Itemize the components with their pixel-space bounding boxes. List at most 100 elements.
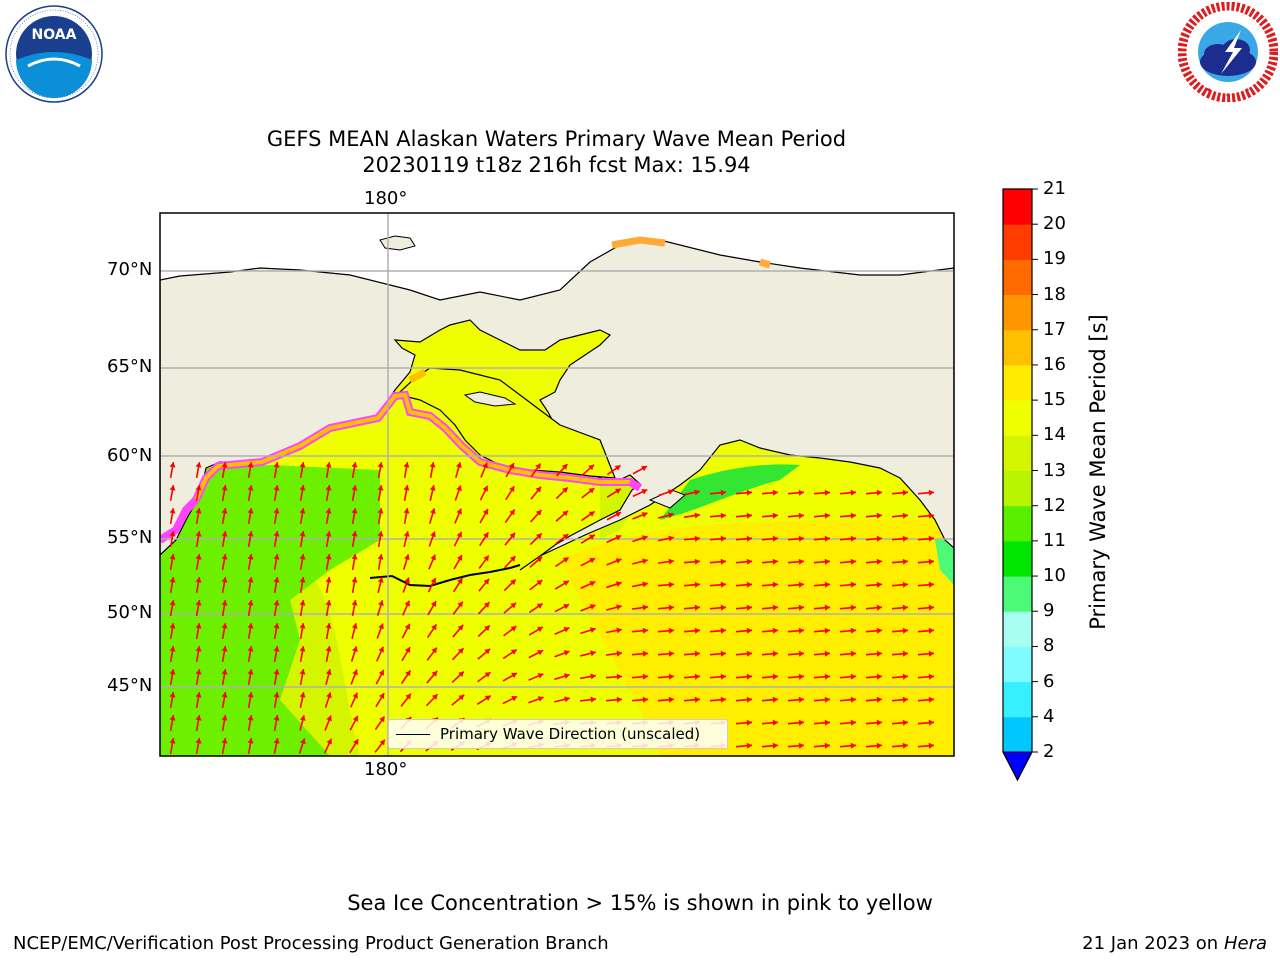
- wave-arrow: [787, 696, 805, 703]
- wave-arrow: [787, 535, 805, 542]
- wave-arrow: [839, 604, 857, 611]
- wave-arrow: [221, 507, 228, 525]
- wave-arrow: [555, 533, 569, 545]
- wave-arrow: [169, 553, 176, 571]
- wave-arrow: [891, 581, 909, 588]
- wave-arrow: [813, 696, 831, 703]
- wave-arrow: [530, 509, 542, 523]
- wave-arrow: [351, 461, 358, 479]
- wave-arrow: [891, 604, 909, 611]
- wave-arrow: [813, 581, 831, 588]
- wave-arrow: [169, 599, 176, 617]
- wave-arrow: [349, 692, 359, 708]
- wave-arrow: [709, 627, 727, 634]
- wave-arrow: [579, 696, 597, 703]
- branch-credit: NCEP/EMC/Verification Post Processing Pr…: [13, 933, 609, 954]
- wave-arrow: [247, 530, 254, 548]
- wave-arrow: [917, 489, 935, 496]
- wave-arrow: [350, 669, 358, 685]
- wave-arrow: [325, 484, 332, 502]
- wave-arrow: [247, 737, 254, 755]
- wave-arrow: [195, 668, 202, 686]
- wave-arrow: [325, 507, 332, 525]
- wave-arrow: [351, 530, 358, 548]
- wave-arrow: [247, 553, 254, 571]
- wave-arrow: [813, 489, 831, 496]
- wave-arrow: [839, 535, 857, 542]
- wave-arrow: [476, 694, 492, 706]
- wave-arrow: [761, 604, 779, 611]
- wave-arrow: [891, 558, 909, 565]
- wave-arrow: [657, 650, 675, 657]
- wave-arrow: [247, 622, 254, 640]
- colorbar-tick-label: 4: [1043, 705, 1055, 727]
- wave-arrow: [891, 650, 909, 657]
- wave-arrow: [221, 622, 228, 640]
- wave-arrow: [502, 695, 518, 705]
- wave-arrow: [865, 558, 883, 565]
- wave-arrow: [299, 484, 306, 502]
- wave-arrow: [273, 530, 280, 548]
- wave-arrow: [401, 623, 411, 639]
- ocean-green-gulf: [660, 464, 800, 520]
- wave-arrow: [839, 696, 857, 703]
- wave-arrow: [169, 645, 176, 663]
- wave-arrow: [891, 719, 909, 726]
- wave-arrow: [761, 650, 779, 657]
- noaa-logo: NOAA: [4, 4, 104, 104]
- wave-arrow: [813, 604, 831, 611]
- wave-arrow: [631, 604, 649, 611]
- wave-arrow: [454, 508, 462, 524]
- wave-arrow: [169, 576, 176, 594]
- wave-arrow: [605, 650, 623, 657]
- wave-arrow: [709, 512, 727, 519]
- wave-arrow: [502, 648, 518, 660]
- wave-arrow: [299, 553, 306, 571]
- wave-arrow: [530, 486, 542, 500]
- wave-arrow: [273, 714, 280, 732]
- ice-note: Sea Ice Concentration > 15% is shown in …: [347, 891, 933, 915]
- wave-arrow: [273, 507, 280, 525]
- wave-arrow: [554, 603, 570, 613]
- wave-arrow: [581, 487, 595, 499]
- wave-arrow: [247, 507, 254, 525]
- wave-arrow: [735, 696, 753, 703]
- wave-arrow: [528, 673, 544, 681]
- wave-arrow: [400, 669, 412, 685]
- wave-arrow: [479, 485, 489, 501]
- wave-arrow: [735, 742, 753, 749]
- colorbar-tick-label: 13: [1043, 459, 1066, 481]
- colorbar-title: Primary Wave Mean Period [s]: [1086, 314, 1110, 630]
- wave-arrow: [221, 530, 228, 548]
- wave-arrow: [426, 670, 438, 684]
- colorbar-band: [1003, 364, 1032, 401]
- wave-arrow: [247, 599, 254, 617]
- wave-arrow: [376, 646, 384, 662]
- wave-arrow: [299, 461, 306, 479]
- wave-arrow: [247, 714, 254, 732]
- wave-arrow: [221, 461, 228, 479]
- wave-arrow: [426, 647, 438, 661]
- wave-arrow: [247, 484, 254, 502]
- wave-arrow: [169, 668, 176, 686]
- wave-arrow: [477, 648, 491, 660]
- wave-arrow: [403, 507, 410, 525]
- wave-arrow: [917, 581, 935, 588]
- wave-arrow: [299, 507, 306, 525]
- wave-arrow: [839, 673, 857, 680]
- colorbar-extend-min: [1002, 751, 1033, 782]
- run-date-text: 21 Jan 2023 on: [1082, 933, 1224, 954]
- lat-label-45: 45°N: [107, 675, 153, 696]
- wave-arrow: [451, 647, 465, 661]
- wave-arrow: [401, 646, 411, 662]
- wave-arrow: [631, 673, 649, 680]
- wave-arrow: [273, 668, 280, 686]
- colorbar-tick-label: 21: [1043, 178, 1066, 199]
- wave-arrow: [761, 696, 779, 703]
- wave-arrow: [657, 673, 675, 680]
- wave-arrow: [839, 650, 857, 657]
- wave-arrow: [683, 512, 701, 519]
- chart-title: GEFS MEAN Alaskan Waters Primary Wave Me…: [266, 127, 847, 151]
- wave-arrow: [376, 600, 384, 616]
- wave-arrow: [787, 742, 805, 749]
